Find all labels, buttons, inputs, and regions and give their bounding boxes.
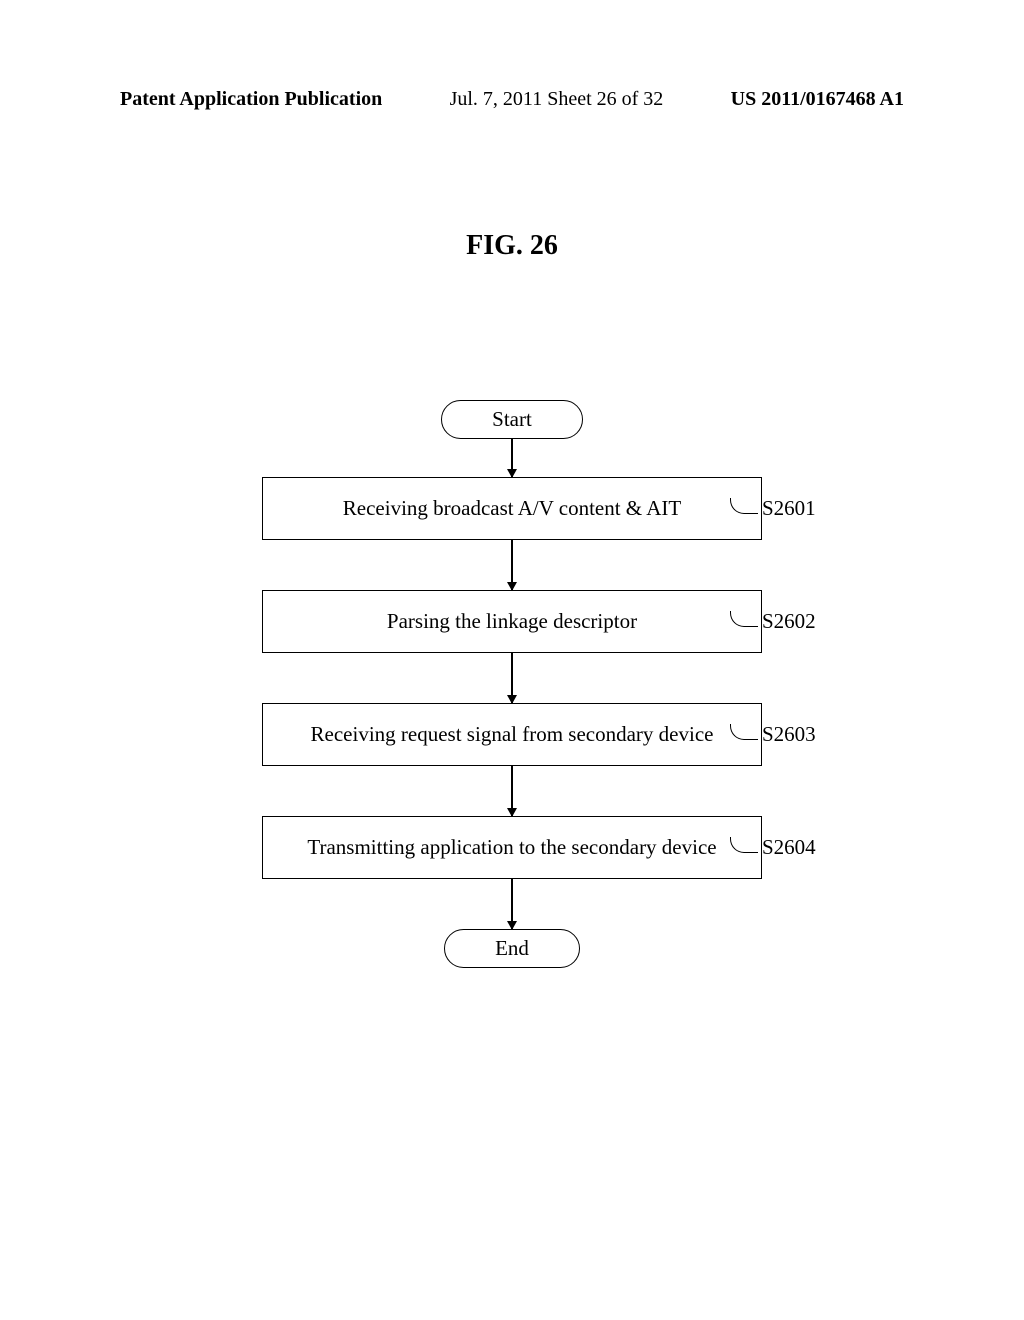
step-id: S2601 [762,496,816,521]
end-terminal: End [444,929,580,968]
step-id: S2602 [762,609,816,634]
step-id: S2604 [762,835,816,860]
label-connector [730,837,758,853]
label-connector [730,611,758,627]
step-label: S2602 [730,609,816,634]
process-box: Parsing the linkage descriptor [262,590,762,653]
step-id: S2603 [762,722,816,747]
flowchart: Start Receiving broadcast A/V content & … [0,400,1024,968]
arrow [511,766,513,816]
step-label: S2601 [730,496,816,521]
label-connector [730,498,758,514]
step-label: S2603 [730,722,816,747]
process-box: Transmitting application to the secondar… [262,816,762,879]
header-right: US 2011/0167468 A1 [731,88,904,111]
arrow [511,439,513,477]
figure-title: FIG. 26 [0,230,1024,262]
step-row: Receiving broadcast A/V content & AIT S2… [0,477,1024,540]
arrow [511,540,513,590]
step-row: Receiving request signal from secondary … [0,703,1024,766]
label-connector [730,724,758,740]
header-left: Patent Application Publication [120,88,382,111]
arrow [511,653,513,703]
step-row: Parsing the linkage descriptor S2602 [0,590,1024,653]
process-box: Receiving request signal from secondary … [262,703,762,766]
step-row: Transmitting application to the secondar… [0,816,1024,879]
page-header: Patent Application Publication Jul. 7, 2… [0,88,1024,111]
start-terminal: Start [441,400,583,439]
arrow [511,879,513,929]
header-center: Jul. 7, 2011 Sheet 26 of 32 [450,88,664,111]
step-label: S2604 [730,835,816,860]
process-box: Receiving broadcast A/V content & AIT [262,477,762,540]
